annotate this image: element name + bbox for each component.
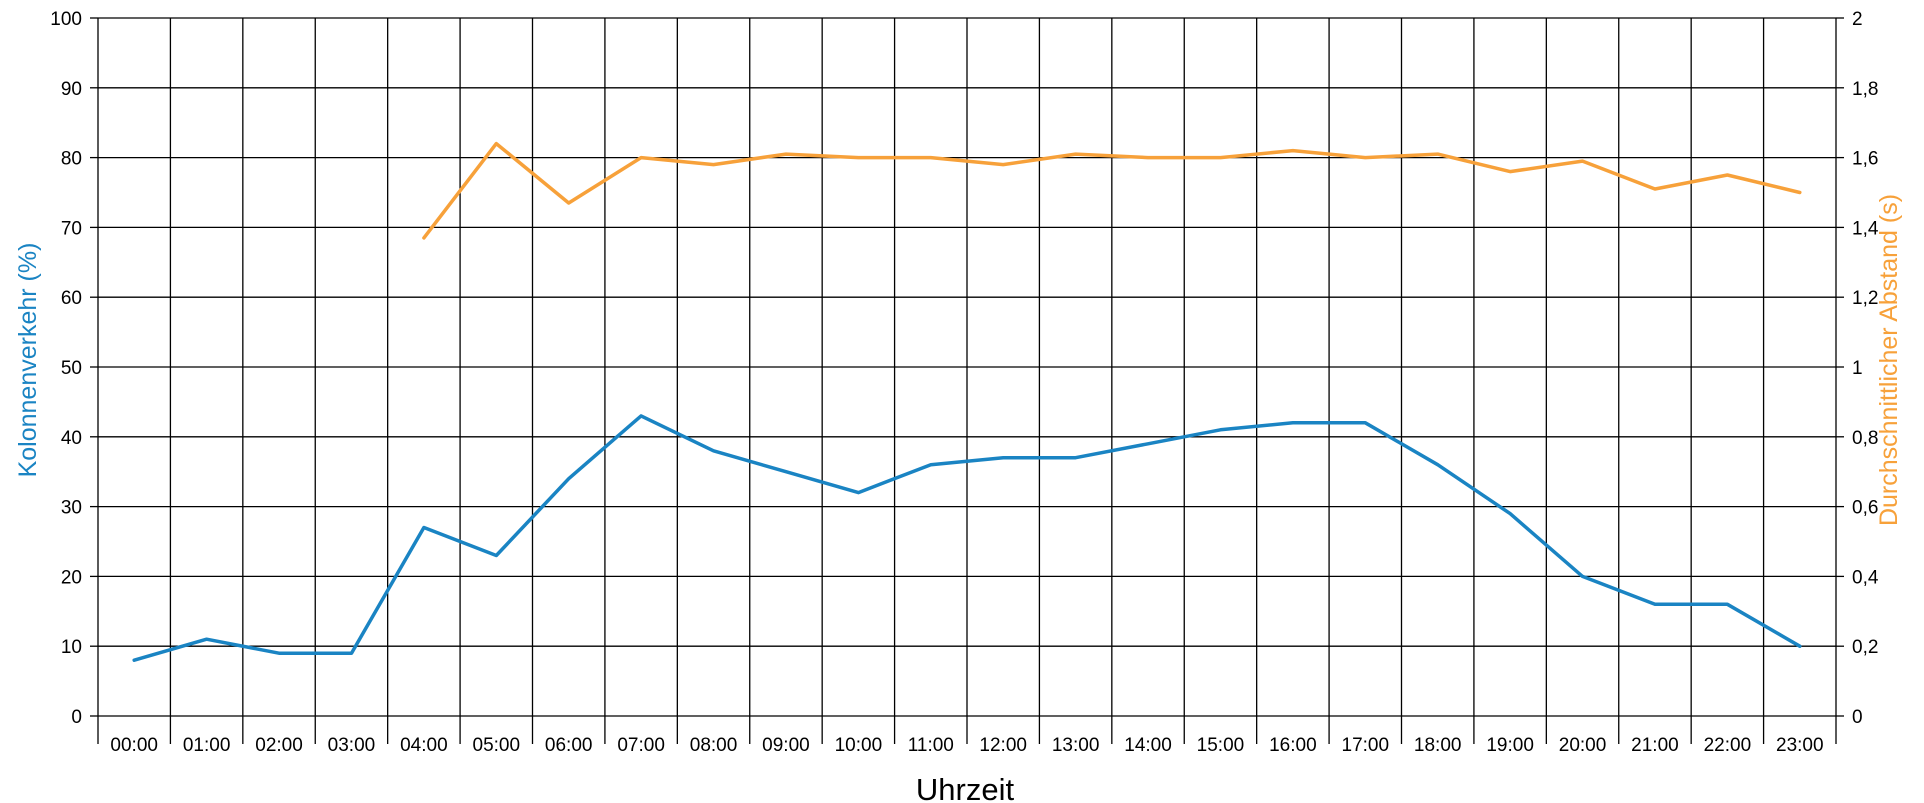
x-axis-tick-label: 08:00	[690, 735, 738, 756]
x-axis-tick-label: 15:00	[1197, 735, 1245, 756]
left-axis-tick-label: 40	[61, 428, 82, 449]
left-axis-tick-label: 60	[61, 288, 82, 309]
right-axis-tick-label: 0,4	[1852, 567, 1879, 588]
left-axis-tick-label: 90	[61, 79, 82, 100]
right-axis-tick-label: 1,8	[1852, 79, 1878, 100]
x-axis-tick-label: 03:00	[328, 735, 376, 756]
x-axis-tick-label: 14:00	[1124, 735, 1172, 756]
x-axis-tick-label: 23:00	[1776, 735, 1824, 756]
x-axis-tick-label: 00:00	[110, 735, 158, 756]
left-axis-tick-label: 80	[61, 149, 82, 170]
right-axis-tick-label: 0,2	[1852, 637, 1878, 658]
x-axis-tick-label: 10:00	[835, 735, 883, 756]
left-axis-tick-label: 0	[71, 707, 82, 728]
right-axis-tick-label: 1,4	[1852, 218, 1879, 239]
x-axis-tick-label: 19:00	[1486, 735, 1534, 756]
left-axis-ticks: 0 10 20 30 40 50 60 70 80 90 100	[50, 9, 82, 728]
left-axis-tick-label: 100	[50, 9, 82, 30]
grid	[90, 17, 1844, 744]
x-axis-tick-label: 01:00	[183, 735, 231, 756]
x-axis-tick-label: 07:00	[617, 735, 665, 756]
left-axis-tick-label: 10	[61, 637, 82, 658]
right-axis-ticks: 0 0,2 0,4 0,6 0,8 1 1,2 1,4 1,6 1,8 2	[1852, 9, 1879, 728]
x-axis-tick-label: 02:00	[255, 735, 303, 756]
x-axis-tick-label: 11:00	[908, 735, 954, 756]
right-axis-tick-label: 0	[1852, 707, 1863, 728]
left-axis-tick-label: 50	[61, 358, 82, 379]
right-axis-tick-label: 1	[1852, 358, 1863, 379]
x-axis-ticks: 00:00 01:00 02:00 03:00 04:00 05:00 06:00 07:00…	[110, 735, 1823, 756]
left-axis-title: Kolonnenverkehr (%)	[14, 243, 42, 478]
right-axis-tick-label: 1,2	[1852, 288, 1878, 309]
series-line-left-axis	[132, 414, 1802, 662]
x-axis-tick-label: 22:00	[1704, 735, 1752, 756]
right-axis-tick-label: 0,8	[1852, 428, 1878, 449]
x-axis-tick-label: 05:00	[473, 735, 521, 756]
left-axis-tick-label: 20	[61, 567, 82, 588]
left-axis-tick-label: 70	[61, 218, 82, 239]
x-axis-tick-label: 04:00	[400, 735, 448, 756]
right-axis-title: Durchschnittlicher Abstand (s)	[1875, 194, 1903, 526]
left-axis-tick-label: 30	[61, 498, 82, 519]
x-axis-tick-label: 21:00	[1631, 735, 1679, 756]
right-axis-tick-label: 0,6	[1852, 498, 1878, 519]
series-lines	[132, 141, 1802, 662]
x-axis-tick-label: 20:00	[1559, 735, 1607, 756]
right-axis-tick-label: 1,6	[1852, 149, 1878, 170]
x-axis-tick-label: 16:00	[1269, 735, 1317, 756]
x-axis-tick-label: 13:00	[1052, 735, 1100, 756]
right-axis-tick-label: 2	[1852, 9, 1863, 30]
x-axis-tick-label: 18:00	[1414, 735, 1462, 756]
x-axis-tick-label: 09:00	[762, 735, 810, 756]
x-axis-tick-label: 17:00	[1342, 735, 1390, 756]
x-axis-title: Uhrzeit	[916, 772, 1015, 803]
x-axis-tick-label: 12:00	[979, 735, 1027, 756]
series-line-right-axis	[422, 141, 1802, 240]
x-axis-tick-label: 06:00	[545, 735, 593, 756]
